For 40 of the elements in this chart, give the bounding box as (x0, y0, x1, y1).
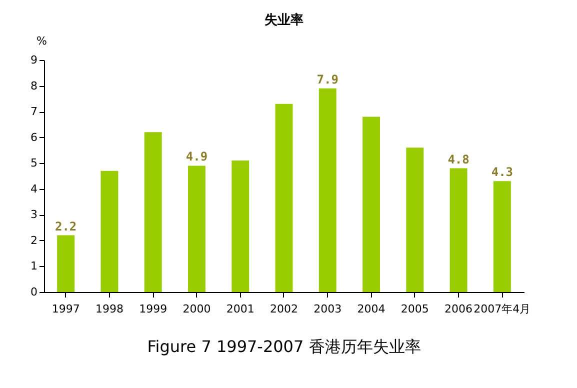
x-tick-label: 1999 (139, 302, 168, 316)
y-tick-label: 5 (30, 156, 38, 170)
x-tick-label: 2005 (400, 302, 429, 316)
y-tick-label: 8 (30, 79, 38, 92)
data-label: 4.3 (491, 165, 514, 180)
bar (493, 181, 511, 292)
y-tick-label: 4 (30, 182, 38, 196)
x-tick-label: 1998 (95, 302, 124, 316)
data-label: 4.9 (186, 150, 208, 164)
y-tick-label: 0 (30, 286, 38, 298)
chart-title: 失业率 (264, 12, 304, 28)
y-tick-label: 1 (30, 260, 38, 273)
bar (188, 166, 206, 292)
y-tick-label: 9 (30, 54, 38, 66)
bar (406, 148, 424, 292)
bar (362, 116, 380, 292)
x-tick-label: 2006 (444, 302, 473, 316)
x-tick-label: 2001 (226, 302, 254, 316)
caption: Figure 7 1997-2007 香港历年失业率 (147, 337, 421, 356)
x-tick-label: 2000 (182, 302, 211, 316)
x-tick-label: 2002 (270, 302, 298, 316)
x-tick-label: 1997 (52, 302, 80, 316)
y-tick-label: 6 (30, 130, 38, 144)
x-tick-label: 2007年4月 (474, 302, 531, 316)
y-tick-label: 3 (30, 208, 38, 222)
data-label: 4.8 (448, 152, 470, 166)
x-tick-label: 2004 (357, 302, 386, 316)
y-tick-label: 2 (30, 234, 38, 247)
bar (232, 160, 250, 292)
data-label: 7.9 (316, 72, 338, 86)
data-label: 2.2 (54, 219, 77, 234)
bar (100, 170, 118, 292)
bar (318, 88, 336, 292)
bar (275, 104, 293, 292)
y-tick-label: 7 (30, 105, 38, 118)
bar (450, 168, 468, 292)
bar (57, 235, 75, 292)
y-axis-title: % (36, 34, 47, 48)
bar (144, 132, 162, 292)
x-tick-label: 2003 (314, 302, 342, 316)
